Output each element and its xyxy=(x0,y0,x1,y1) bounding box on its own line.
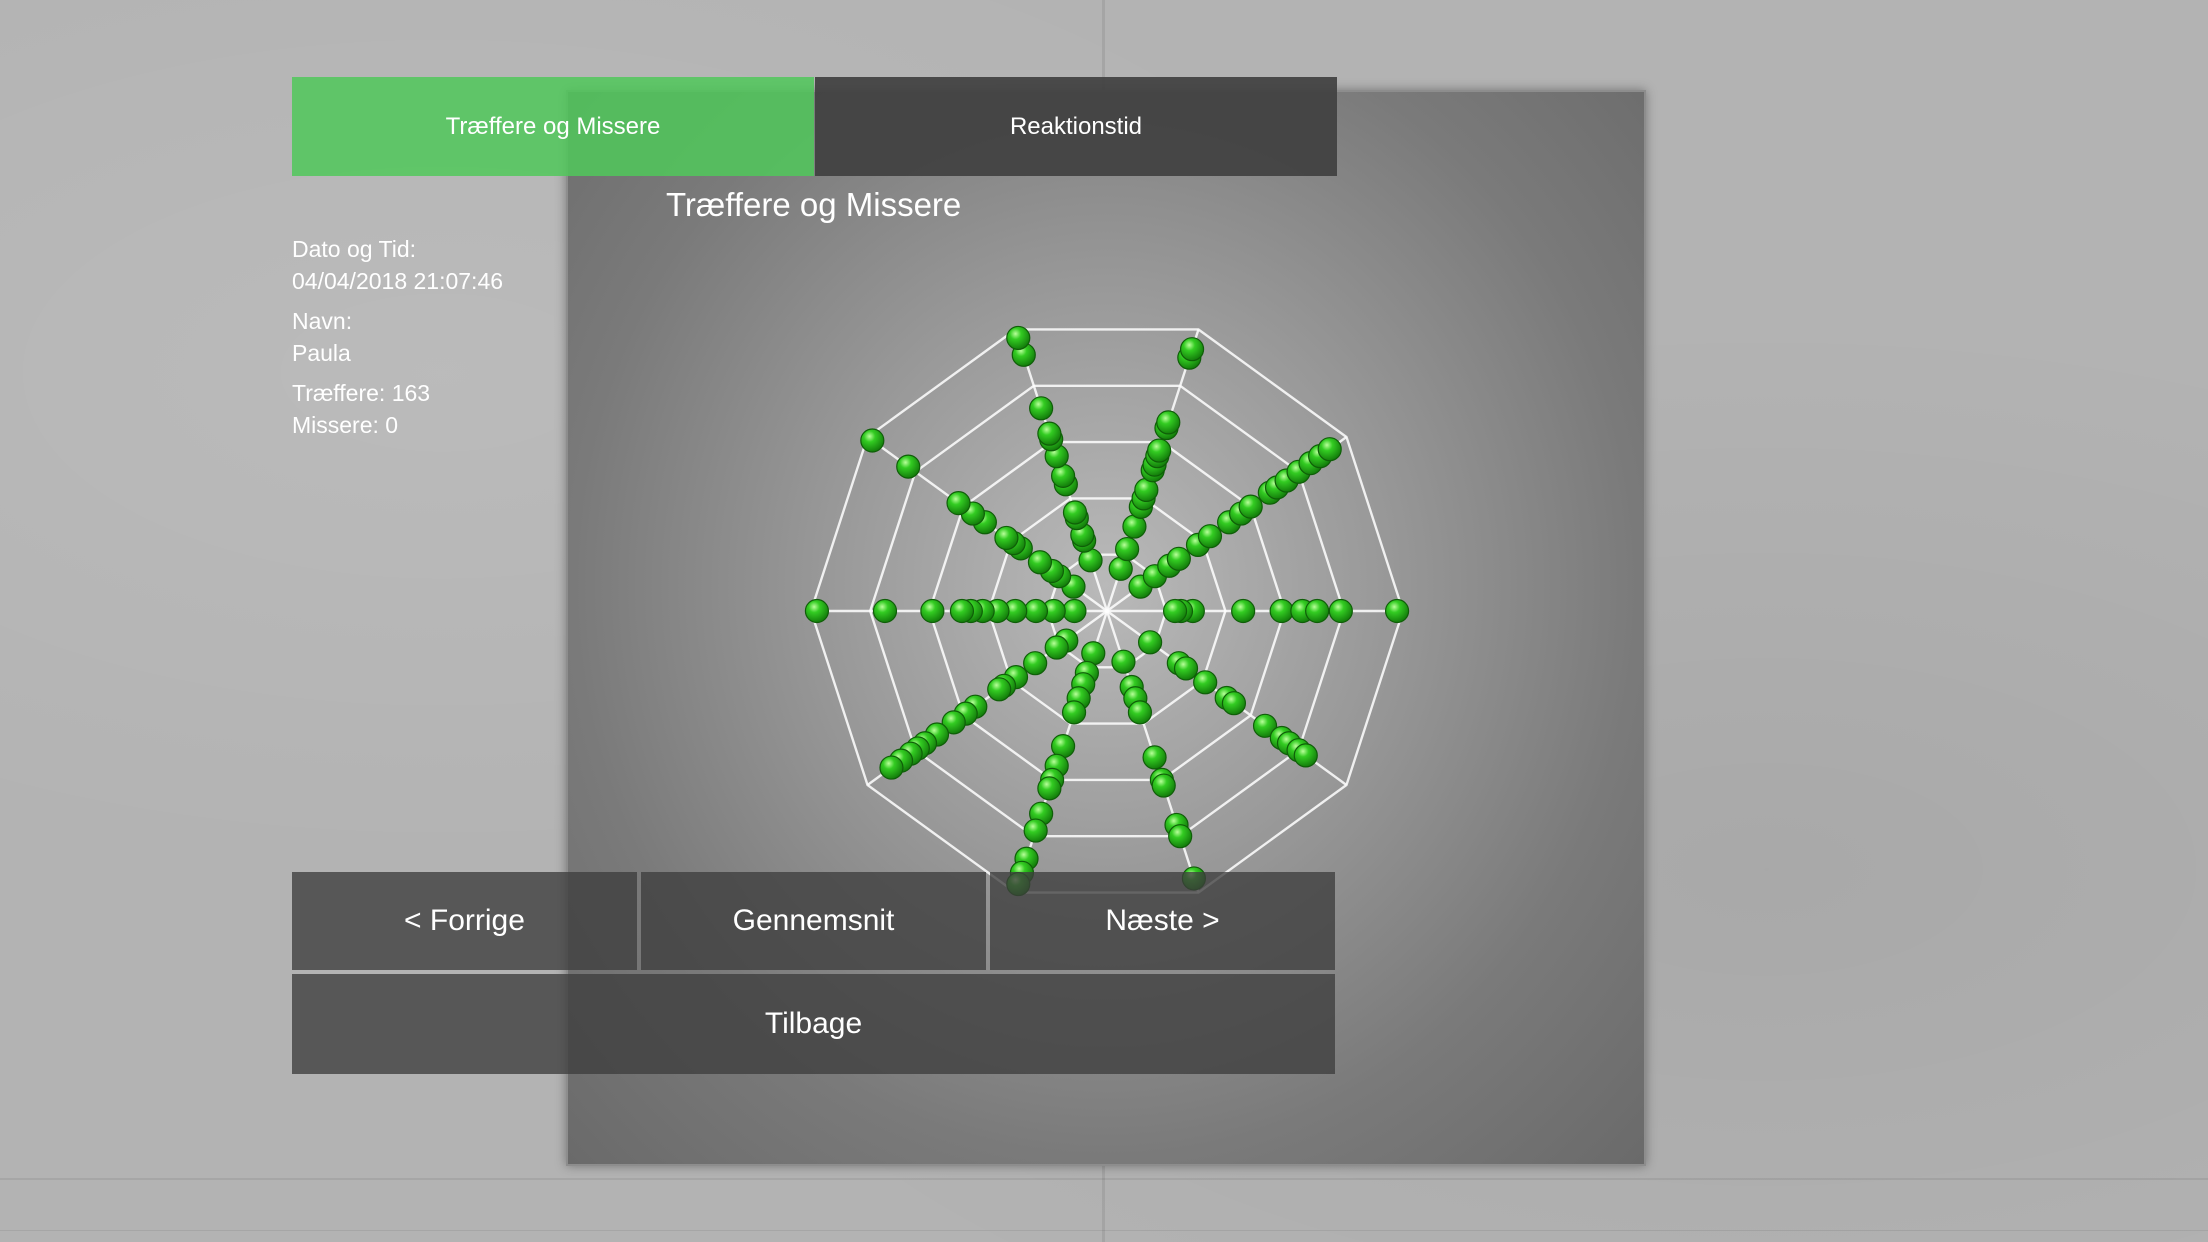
previous-button[interactable]: < Forrige xyxy=(292,872,637,970)
hit-marker xyxy=(1027,550,1053,575)
hit-marker xyxy=(1221,691,1247,716)
hit-marker xyxy=(1023,651,1048,676)
hit-marker xyxy=(1061,700,1087,725)
name-info: Navn: Paula xyxy=(292,305,352,369)
hit-marker xyxy=(1037,776,1062,801)
hit-marker xyxy=(941,710,966,735)
hit-marker xyxy=(1111,649,1136,674)
background-seam xyxy=(0,1230,2208,1231)
hit-marker xyxy=(1115,536,1140,562)
hit-marker xyxy=(1173,656,1199,681)
tab-reaction-time[interactable]: Reaktionstid xyxy=(815,77,1337,176)
hit-marker xyxy=(1138,630,1163,655)
misses-count: Missere: 0 xyxy=(292,412,399,438)
name-label: Navn: xyxy=(292,308,353,334)
hit-marker xyxy=(920,598,945,624)
hit-marker xyxy=(1037,421,1062,446)
hit-marker xyxy=(949,598,975,624)
hit-marker xyxy=(1156,410,1181,435)
radar-chart xyxy=(804,325,1410,897)
hit-marker xyxy=(1162,598,1188,624)
hit-marker xyxy=(1142,745,1167,770)
hit-marker xyxy=(872,598,898,624)
hit-marker xyxy=(1044,635,1069,660)
hit-marker xyxy=(860,428,885,453)
tab-label: Træffere og Missere xyxy=(445,112,661,140)
name-value: Paula xyxy=(292,340,351,366)
hit-marker xyxy=(1023,818,1048,843)
hit-marker xyxy=(1231,598,1256,624)
back-button[interactable]: Tilbage xyxy=(292,974,1335,1074)
date-info: Dato og Tid: 04/04/2018 21:07:46 xyxy=(292,233,503,297)
hit-marker xyxy=(1006,325,1031,351)
hit-marker xyxy=(1328,598,1353,624)
next-button[interactable]: Næste > xyxy=(990,872,1335,970)
hit-marker xyxy=(946,491,971,516)
hit-marker xyxy=(1252,713,1278,738)
tab-hits-misses[interactable]: Træffere og Missere xyxy=(292,77,814,176)
hit-marker xyxy=(1293,743,1318,768)
hit-marker xyxy=(1269,598,1294,624)
hit-marker xyxy=(1127,700,1153,725)
hit-marker xyxy=(1062,598,1087,624)
hit-marker xyxy=(1029,396,1054,421)
panel-title: Træffere og Missere xyxy=(666,186,962,223)
hit-marker xyxy=(1168,824,1193,849)
tab-label: Reaktionstid xyxy=(1009,112,1143,140)
hit-marker xyxy=(1305,598,1330,624)
date-value: 04/04/2018 21:07:46 xyxy=(292,268,504,294)
hit-marker xyxy=(1384,598,1410,624)
hit-marker xyxy=(1062,500,1088,525)
hit-marker xyxy=(1166,546,1191,571)
background-seam xyxy=(0,1178,2208,1180)
hit-marker xyxy=(987,677,1012,702)
hit-marker xyxy=(1023,598,1049,624)
average-button[interactable]: Gennemsnit xyxy=(641,872,986,970)
hit-marker xyxy=(1147,438,1172,463)
hit-marker xyxy=(1151,773,1176,798)
hit-marker xyxy=(994,525,1019,551)
date-label: Dato og Tid: xyxy=(292,236,417,262)
hit-marker xyxy=(879,755,904,780)
hit-marker xyxy=(1317,437,1342,462)
hit-marker xyxy=(1179,337,1205,362)
hit-marker xyxy=(1197,524,1223,549)
hit-marker xyxy=(804,598,830,624)
score-info: Træffere: 163 Missere: 0 xyxy=(292,377,430,441)
hits-count: Træffere: 163 xyxy=(292,380,431,406)
hit-marker xyxy=(896,454,921,479)
hit-marker xyxy=(1193,670,1218,695)
hit-marker xyxy=(1238,494,1263,519)
